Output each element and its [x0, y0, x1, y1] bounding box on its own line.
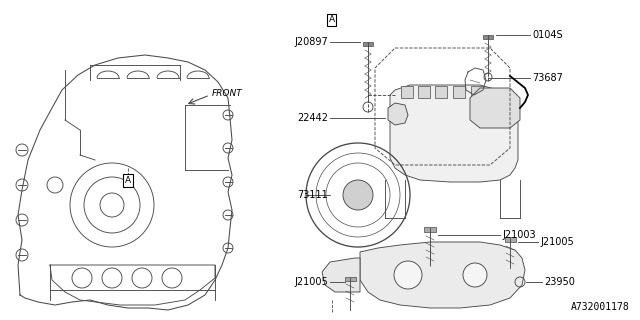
Circle shape [343, 180, 373, 210]
Polygon shape [470, 88, 520, 128]
Text: 0104S: 0104S [532, 30, 563, 40]
Text: A: A [328, 15, 335, 24]
Bar [418, 86, 430, 98]
Bar [401, 86, 413, 98]
Text: J21005: J21005 [294, 277, 328, 287]
Circle shape [463, 263, 487, 287]
Bar [483, 35, 493, 39]
Text: 73687: 73687 [532, 73, 563, 83]
Text: FRONT: FRONT [212, 89, 243, 98]
Bar [345, 277, 356, 281]
Bar [453, 86, 465, 98]
Text: A: A [125, 176, 131, 185]
Bar [505, 237, 516, 242]
Bar [424, 227, 436, 232]
Polygon shape [390, 85, 518, 182]
Text: 22442: 22442 [297, 113, 328, 123]
Polygon shape [388, 103, 408, 125]
Text: J21005: J21005 [540, 237, 573, 247]
Polygon shape [360, 242, 525, 308]
Bar [363, 42, 373, 46]
Text: J20897: J20897 [294, 37, 328, 47]
Polygon shape [322, 258, 360, 292]
Circle shape [394, 261, 422, 289]
Text: 23950: 23950 [544, 277, 575, 287]
Text: J21003: J21003 [502, 230, 536, 240]
Bar [471, 86, 483, 98]
Text: 73111: 73111 [297, 190, 328, 200]
Bar [435, 86, 447, 98]
Text: A732001178: A732001178 [572, 302, 630, 312]
